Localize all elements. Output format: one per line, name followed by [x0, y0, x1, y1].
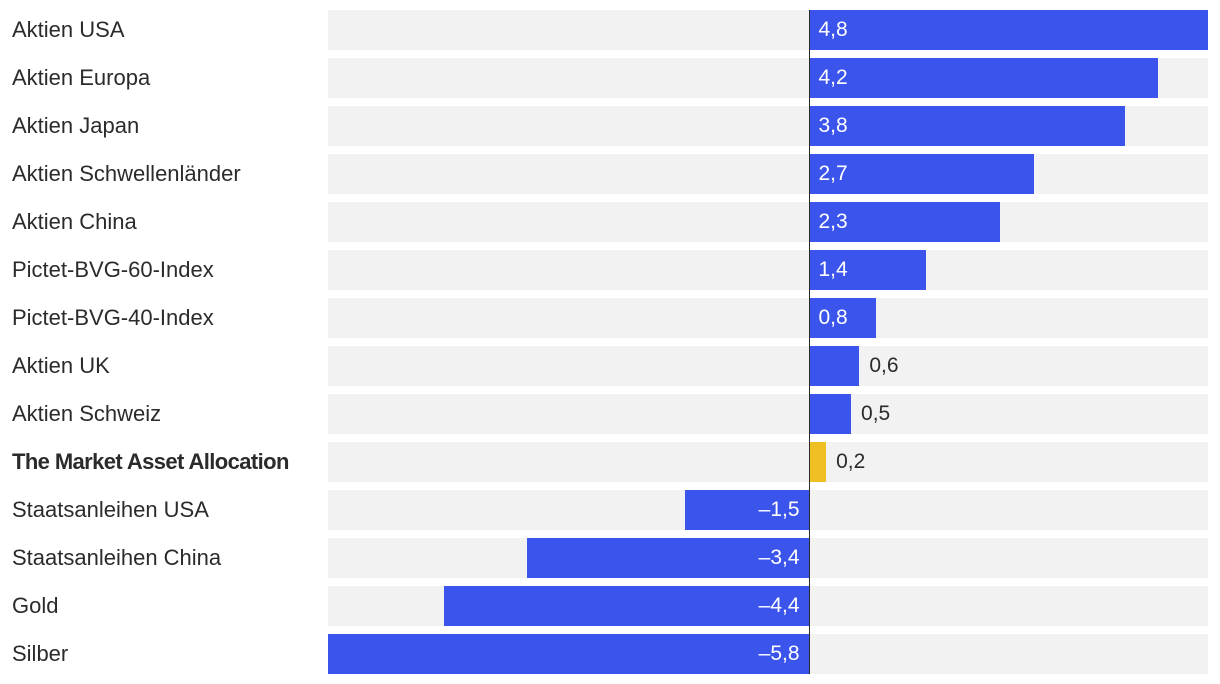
- bar-track: [328, 250, 1208, 290]
- bar: [809, 202, 1001, 242]
- bar: [809, 10, 1208, 50]
- category-label: Pictet-BVG-40-Index: [12, 305, 214, 330]
- bar-track: [328, 154, 1208, 194]
- bar: [809, 250, 926, 290]
- bar-row: Aktien Schweiz 0,5: [0, 394, 1220, 434]
- bar-track: [328, 394, 1208, 434]
- value-label: 2,3: [818, 210, 848, 233]
- bar-row: Aktien Schwellenländer 2,7: [0, 154, 1220, 194]
- category-label: Aktien Japan: [12, 113, 140, 138]
- bar-row: The Market Asset Allocation 0,2: [0, 442, 1220, 482]
- bar-track: [328, 202, 1208, 242]
- bar-row: Pictet-BVG-60-Index 1,4: [0, 250, 1220, 290]
- bar-row: Aktien Europa 4,2: [0, 58, 1220, 98]
- category-label: Staatsanleihen USA: [12, 497, 209, 522]
- bar: [809, 154, 1034, 194]
- bar-track: [328, 346, 1208, 386]
- category-label: Aktien Europa: [12, 65, 151, 90]
- value-label: 4,8: [818, 18, 848, 41]
- bar: [328, 634, 810, 674]
- bar: [809, 298, 876, 338]
- value-label: –4,4: [758, 594, 800, 617]
- bar: [809, 394, 851, 434]
- bar: [809, 58, 1159, 98]
- bar: [527, 538, 810, 578]
- category-label: Aktien China: [12, 209, 137, 234]
- value-label: –1,5: [758, 498, 800, 521]
- bar-row: Aktien UK 0,6: [0, 346, 1220, 386]
- bar: [684, 490, 810, 530]
- value-label: 2,7: [818, 162, 848, 185]
- category-label: Silber: [12, 641, 69, 666]
- category-label: Aktien Schwellenländer: [12, 161, 241, 186]
- bar-row: Silber –5,8: [0, 634, 1220, 674]
- bar-row: Aktien Japan 3,8: [0, 106, 1220, 146]
- value-label: 1,4: [818, 258, 848, 281]
- value-label: 0,2: [836, 450, 866, 473]
- value-label: –5,8: [758, 642, 800, 665]
- category-label: Gold: [12, 593, 59, 618]
- value-label: 0,5: [861, 402, 891, 425]
- bar-row: Gold –4,4: [0, 586, 1220, 626]
- bar-track: [328, 298, 1208, 338]
- category-label: The Market Asset Allocation: [12, 449, 289, 474]
- bar: [809, 106, 1125, 146]
- value-label: –3,4: [758, 546, 800, 569]
- bar: [809, 346, 860, 386]
- bar-row: Staatsanleihen USA –1,5: [0, 490, 1220, 530]
- bar-row: Aktien China 2,3: [0, 202, 1220, 242]
- category-label: Pictet-BVG-60-Index: [12, 257, 214, 282]
- category-label: Aktien USA: [12, 17, 125, 42]
- category-label: Aktien Schweiz: [12, 401, 162, 426]
- value-label: 0,6: [869, 354, 899, 377]
- value-label: 4,2: [818, 66, 848, 89]
- category-label: Staatsanleihen China: [12, 545, 222, 570]
- bar-row: Pictet-BVG-40-Index 0,8: [0, 298, 1220, 338]
- highlight-bar: [809, 442, 827, 482]
- value-label: 3,8: [818, 114, 848, 137]
- bar-row: Staatsanleihen China –3,4: [0, 538, 1220, 578]
- category-label: Aktien UK: [12, 353, 110, 378]
- bar-track: [328, 442, 1208, 482]
- bar: [444, 586, 810, 626]
- value-label: 0,8: [818, 306, 848, 329]
- bar-row: Aktien USA 4,8: [0, 10, 1220, 50]
- zero-axis-line: [808, 10, 811, 674]
